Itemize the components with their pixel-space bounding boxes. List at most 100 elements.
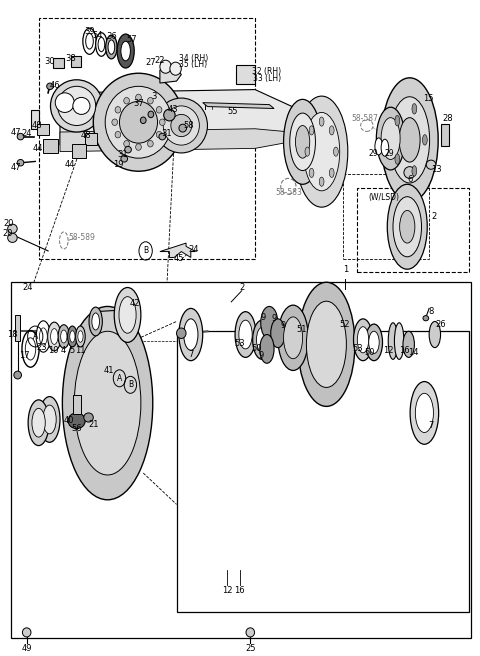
Text: 58-583: 58-583	[275, 188, 302, 197]
Ellipse shape	[58, 87, 96, 125]
Text: 52: 52	[339, 320, 350, 329]
Ellipse shape	[290, 113, 315, 171]
Text: 15: 15	[423, 94, 434, 102]
Ellipse shape	[112, 119, 118, 125]
Ellipse shape	[14, 371, 22, 379]
Text: 2: 2	[239, 283, 244, 292]
Bar	[31, 110, 39, 129]
Polygon shape	[160, 68, 181, 83]
Text: 58-587: 58-587	[351, 114, 378, 123]
Ellipse shape	[284, 99, 322, 184]
Ellipse shape	[120, 101, 157, 143]
Ellipse shape	[74, 331, 141, 475]
Text: 10: 10	[48, 346, 58, 355]
Ellipse shape	[381, 78, 438, 202]
Ellipse shape	[156, 106, 162, 113]
Bar	[73, 395, 82, 414]
Polygon shape	[203, 102, 274, 108]
Ellipse shape	[261, 306, 278, 339]
Text: 32 (RH): 32 (RH)	[252, 68, 281, 77]
Ellipse shape	[125, 146, 132, 153]
Ellipse shape	[60, 330, 67, 343]
Ellipse shape	[159, 119, 165, 125]
Text: 42: 42	[130, 298, 141, 308]
Text: 8: 8	[428, 307, 434, 316]
Ellipse shape	[309, 126, 314, 135]
Text: 13: 13	[432, 165, 442, 174]
Ellipse shape	[124, 98, 130, 104]
Ellipse shape	[48, 322, 61, 351]
Bar	[177, 331, 469, 612]
Ellipse shape	[58, 325, 70, 348]
Ellipse shape	[360, 119, 373, 131]
Text: B: B	[143, 247, 148, 255]
Text: 47: 47	[11, 127, 22, 136]
Ellipse shape	[115, 106, 121, 113]
Text: 24: 24	[22, 129, 32, 138]
Text: 3: 3	[152, 92, 157, 100]
Ellipse shape	[410, 382, 439, 444]
Ellipse shape	[83, 28, 96, 54]
Ellipse shape	[415, 394, 433, 432]
Polygon shape	[160, 243, 195, 257]
Ellipse shape	[155, 98, 207, 153]
Ellipse shape	[246, 628, 254, 637]
Ellipse shape	[117, 34, 134, 68]
Text: 50: 50	[364, 348, 374, 357]
Text: 31: 31	[118, 150, 128, 159]
Ellipse shape	[179, 308, 203, 361]
Ellipse shape	[89, 307, 102, 336]
Text: 7: 7	[188, 350, 193, 359]
Ellipse shape	[375, 138, 383, 155]
Text: 20: 20	[3, 219, 14, 228]
Ellipse shape	[96, 33, 107, 56]
Ellipse shape	[47, 83, 53, 90]
Text: 9: 9	[259, 351, 264, 360]
Bar	[53, 58, 64, 68]
Text: 37: 37	[133, 100, 144, 108]
Ellipse shape	[148, 111, 154, 117]
Text: 9: 9	[281, 321, 286, 330]
Text: 56: 56	[72, 424, 82, 433]
Ellipse shape	[296, 96, 348, 207]
Ellipse shape	[426, 160, 436, 169]
Text: 38: 38	[66, 54, 76, 64]
Polygon shape	[96, 310, 129, 337]
Text: 48: 48	[81, 131, 92, 140]
Bar	[236, 65, 255, 85]
Ellipse shape	[329, 126, 334, 135]
Ellipse shape	[50, 80, 103, 132]
Bar	[15, 315, 20, 341]
Text: 51: 51	[297, 325, 307, 334]
Text: 2: 2	[431, 213, 436, 222]
Ellipse shape	[156, 131, 162, 138]
Text: 41: 41	[103, 366, 114, 375]
Ellipse shape	[93, 73, 184, 171]
Text: 6: 6	[407, 174, 412, 184]
Ellipse shape	[284, 317, 302, 359]
Text: 23: 23	[36, 343, 47, 352]
Ellipse shape	[62, 306, 153, 500]
Text: 14: 14	[408, 348, 419, 358]
Ellipse shape	[429, 321, 441, 348]
Ellipse shape	[393, 197, 421, 256]
Ellipse shape	[86, 33, 93, 49]
Ellipse shape	[73, 97, 90, 114]
Text: A: A	[33, 332, 38, 341]
Ellipse shape	[412, 104, 417, 114]
Ellipse shape	[171, 114, 192, 136]
Text: (W/LSD): (W/LSD)	[368, 193, 399, 202]
Ellipse shape	[98, 37, 105, 52]
Ellipse shape	[353, 319, 372, 361]
Ellipse shape	[32, 408, 45, 437]
Text: 21: 21	[88, 420, 98, 429]
Ellipse shape	[76, 326, 85, 347]
Ellipse shape	[319, 117, 324, 126]
Ellipse shape	[309, 169, 314, 178]
Text: 1: 1	[343, 265, 348, 274]
Ellipse shape	[260, 335, 274, 363]
Ellipse shape	[17, 133, 24, 140]
Text: 12: 12	[383, 346, 394, 355]
Text: 24: 24	[23, 283, 33, 292]
Text: 22: 22	[155, 56, 165, 65]
